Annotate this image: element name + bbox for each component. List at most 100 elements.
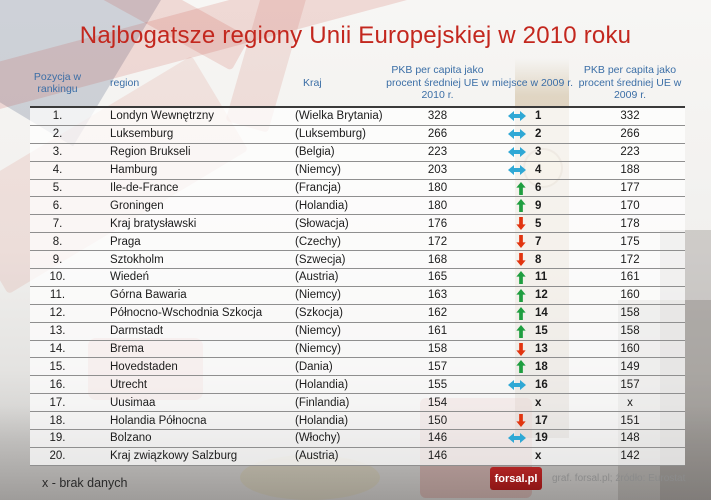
cell-country: (Belgia) xyxy=(295,146,335,159)
table-row: 17. Uusimaa (Finlandia) 154 x x xyxy=(30,394,685,413)
cell-place-2009-group: 18 xyxy=(490,360,575,374)
cell-rank: 12. xyxy=(49,307,66,320)
cell-gdp-2010: 162 xyxy=(427,307,448,320)
trend-icon-box xyxy=(506,270,526,284)
cell-place-2009: 8 xyxy=(535,253,542,266)
cell-place-2009-group: 7 xyxy=(490,235,575,249)
table-row: 16. Utrecht (Holandia) 155 16 157 xyxy=(30,376,685,395)
cell-region: Praga xyxy=(110,235,141,248)
cell-country: (Szwecja) xyxy=(295,253,346,266)
cell-country: (Austria) xyxy=(295,450,339,463)
cell-region: Hovedstaden xyxy=(110,360,178,373)
trend-same-icon xyxy=(508,379,526,390)
cell-place-2009-group: 6 xyxy=(490,181,575,195)
cell-gdp-2009: 149 xyxy=(620,360,640,373)
cell-gdp-2009: 142 xyxy=(620,450,640,463)
cell-gdp-2009: 332 xyxy=(620,110,640,123)
cell-rank: 10. xyxy=(49,271,66,284)
header-rank: Pozycja w rankingu xyxy=(33,70,82,95)
cell-place-2009: 7 xyxy=(535,235,542,248)
cell-gdp-2009: 157 xyxy=(620,378,640,391)
header-region: region xyxy=(110,76,140,89)
cell-place-2009: 3 xyxy=(535,146,542,159)
table-row: 1. Londyn Wewnętrzny (Wielka Brytania) 3… xyxy=(30,108,685,126)
trend-icon-box xyxy=(506,165,526,176)
cell-region: Kraj bratysławski xyxy=(110,217,197,230)
page-title: Najbogatsze regiony Unii Europejskiej w … xyxy=(79,22,632,49)
cell-rank: 1. xyxy=(52,110,63,123)
cell-rank: 6. xyxy=(52,199,63,212)
cell-rank: 19. xyxy=(49,432,66,445)
cell-rank: 8. xyxy=(52,235,63,248)
cell-region: Górna Bawaria xyxy=(110,289,187,302)
cell-place-2009: 15 xyxy=(535,325,548,338)
table-row: 7. Kraj bratysławski (Słowacja) 176 5 17… xyxy=(30,215,685,234)
cell-place-2009: 13 xyxy=(535,343,548,356)
table-row: 20. Kraj związkowy Salzburg (Austria) 14… xyxy=(30,447,685,466)
header-gdp-2010: PKB per capita jako procent średniej UE … xyxy=(386,64,489,102)
cell-region: Ile-de-France xyxy=(110,182,179,194)
cell-rank: 4. xyxy=(52,164,63,177)
table-row: 3. Region Brukseli (Belgia) 223 3 223 xyxy=(30,143,685,162)
cell-gdp-2009: 148 xyxy=(620,432,640,445)
cell-region: Kraj związkowy Salzburg xyxy=(110,450,238,463)
cell-gdp-2009: 175 xyxy=(620,235,640,248)
cell-region: Uusimaa xyxy=(110,396,156,409)
cell-place-2009: 12 xyxy=(535,289,548,302)
cell-place-2009-group: 19 xyxy=(490,432,575,444)
table-row: 15. Hovedstaden (Dania) 157 18 149 xyxy=(30,358,685,377)
cell-place-2009-group: 9 xyxy=(490,199,575,213)
cell-region: Region Brukseli xyxy=(110,146,191,159)
cell-region: Północno-Wschodnia Szkocja xyxy=(110,307,263,320)
cell-region: Londyn Wewnętrzny xyxy=(110,110,214,123)
cell-gdp-2009: 177 xyxy=(620,182,640,194)
trend-icon-box xyxy=(506,129,526,140)
cell-place-2009: 2 xyxy=(535,128,542,141)
table-row: 4. Hamburg (Niemcy) 203 4 188 xyxy=(30,161,685,180)
cell-gdp-2010: 161 xyxy=(427,325,448,338)
cell-place-2009-group: 4 xyxy=(490,164,575,176)
cell-place-2009-group: 12 xyxy=(490,288,575,302)
cell-region: Bolzano xyxy=(110,432,152,445)
cell-place-2009-group: 16 xyxy=(490,379,575,391)
trend-same-icon xyxy=(508,111,526,122)
cell-place-2009-group: 15 xyxy=(490,324,575,338)
header-gdp-2009: PKB per capita jako procent średniej UE … xyxy=(578,64,682,102)
ranking-table: Pozycja w rankingu region Kraj PKB per c… xyxy=(30,60,685,466)
cell-gdp-2009: 223 xyxy=(620,146,640,159)
cell-gdp-2010: 266 xyxy=(427,128,448,141)
cell-place-2009: 18 xyxy=(535,360,548,373)
cell-rank: 18. xyxy=(49,414,66,427)
cell-rank: 14. xyxy=(49,343,66,356)
cell-rank: 15. xyxy=(49,360,66,373)
table-row: 18. Holandia Północna (Holandia) 150 17 … xyxy=(30,412,685,431)
cell-country: (Niemcy) xyxy=(295,289,341,302)
cell-gdp-2010: 150 xyxy=(427,414,448,427)
table-row: 14. Brema (Niemcy) 158 13 160 xyxy=(30,340,685,359)
cell-region: Brema xyxy=(110,343,144,356)
cell-region: Utrecht xyxy=(110,378,148,391)
cell-country: (Holandia) xyxy=(295,414,349,427)
cell-gdp-2010: 180 xyxy=(427,182,448,194)
cell-region: Groningen xyxy=(110,199,164,212)
cell-gdp-2009: 160 xyxy=(620,343,640,356)
cell-gdp-2010: 158 xyxy=(427,343,448,356)
table-row: 5. Ile-de-France (Francja) 180 6 177 xyxy=(30,179,685,198)
table-row: 13. Darmstadt (Niemcy) 161 15 158 xyxy=(30,322,685,341)
trend-down-icon xyxy=(516,235,526,249)
credit-text: graf. forsal.pl; źródło: Eurostat xyxy=(552,473,686,484)
trend-icon-box xyxy=(506,111,526,122)
cell-gdp-2009: 188 xyxy=(620,164,640,177)
cell-gdp-2010: 168 xyxy=(427,253,448,266)
cell-gdp-2009: 178 xyxy=(620,217,640,230)
cell-place-2009: 19 xyxy=(535,432,548,445)
trend-icon-box xyxy=(506,360,526,374)
table-row: 10. Wiedeń (Austria) 165 11 161 xyxy=(30,269,685,287)
cell-place-2009-group: 14 xyxy=(490,306,575,320)
cell-place-2009-group: 5 xyxy=(490,217,575,231)
cell-place-2009: x xyxy=(535,450,542,463)
cell-country: (Włochy) xyxy=(295,432,341,445)
trend-up-icon xyxy=(516,360,526,374)
cell-country: (Luksemburg) xyxy=(295,128,366,141)
